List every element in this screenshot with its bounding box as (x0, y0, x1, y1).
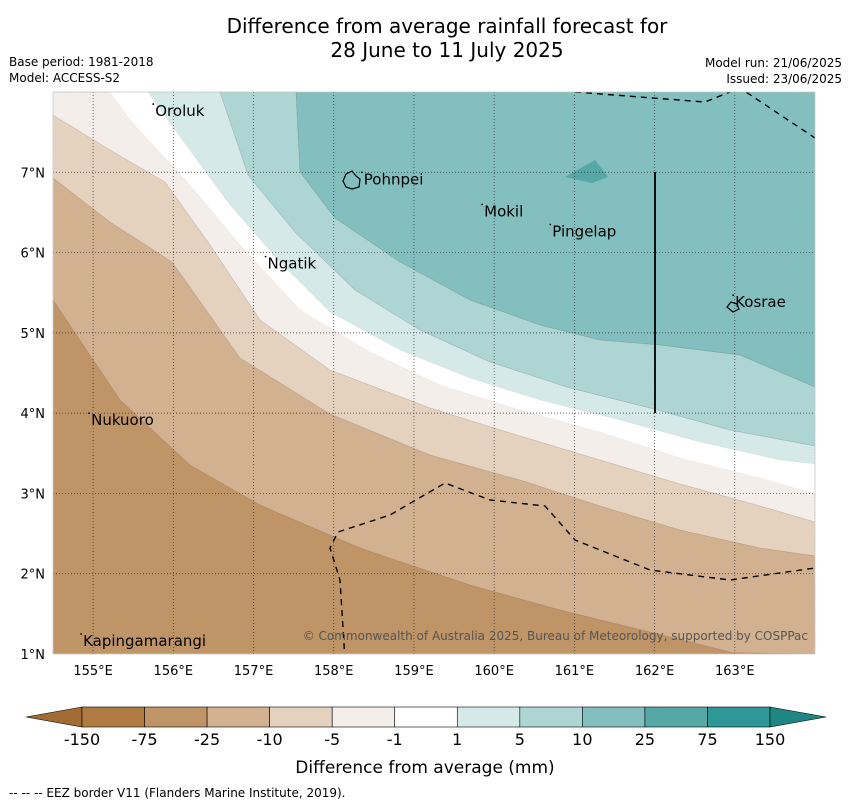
place-label-pohnpei: Pohnpei (364, 170, 424, 188)
lat-tick-label: 3°N (21, 487, 46, 502)
lat-tick-label: 6°N (21, 247, 46, 262)
place-marker (549, 223, 552, 226)
lon-tick-label: 160°E (474, 664, 514, 679)
place-marker (152, 103, 155, 105)
eez-borders (329, 92, 815, 654)
lon-tick-label: 156°E (154, 664, 194, 679)
title-line-1: Difference from average rainfall forecas… (226, 14, 668, 38)
colorbar: -150 -75 -25 -10 -5 -1 1 5 10 25 75 150 (25, 706, 827, 749)
place-marker (88, 412, 90, 415)
band-minus-5 (53, 92, 815, 522)
colorbar-swatch (144, 706, 208, 728)
lon-tick-label: 158°E (314, 664, 354, 679)
colorbar-swatch (206, 706, 270, 728)
longitude-ticks: 155°E 156°E 157°E 158°E 159°E 160°E 161°E 162°E… (73, 664, 754, 679)
place-label-mokil: Mokil (484, 202, 523, 220)
latitude-ticks: 1°N 2°N 3°N 4°N 5°N 6°N 7°N (21, 166, 46, 663)
colorbar-tick-label: 5 (515, 730, 525, 749)
place-label-kosrae: Kosrae (735, 293, 786, 311)
lat-tick-label: 4°N (21, 407, 46, 422)
colorbar-swatch (456, 706, 521, 728)
lat-tick-label: 1°N (21, 648, 46, 663)
copyright-text: © Commonwealth of Australia 2025, Bureau… (303, 629, 808, 643)
band-plus-5 (220, 92, 815, 446)
colorbar-swatch (81, 706, 145, 728)
band-minus-75-lower (53, 300, 815, 654)
place-label-ngatik: Ngatik (268, 255, 317, 273)
lon-tick-label: 159°E (394, 664, 434, 679)
place-marker (732, 294, 735, 297)
title-line-2: 28 June to 11 July 2025 (330, 38, 564, 62)
place-marker (80, 633, 82, 635)
map-plot-area: Oroluk Pohnpei Mokil Pingelap Ngatik Kosrae Nu… (53, 92, 815, 654)
colorbar-swatch (331, 706, 396, 728)
band-minus-1 (110, 92, 815, 494)
colorbar-swatch (519, 706, 583, 728)
colorbar-swatch (644, 706, 708, 728)
colorbar-tick-label: 75 (697, 730, 717, 749)
lat-tick-label: 2°N (21, 568, 46, 583)
band-minus-25 (53, 178, 815, 654)
footer-eez-note: -- -- -- EEZ border V11 (Flanders Marine… (9, 786, 346, 800)
colorbar-tick-label: 1 (452, 730, 462, 749)
colorbar-swatch (707, 706, 771, 728)
colorbar-tick-label: -75 (131, 730, 157, 749)
place-marker (360, 171, 363, 174)
lon-tick-label: 155°E (73, 664, 113, 679)
colorbar-tick-label: -1 (387, 730, 403, 749)
lat-tick-label: 7°N (21, 166, 46, 181)
colorbar-tick-label: 150 (755, 730, 786, 749)
colorbar-tick-label: 25 (635, 730, 655, 749)
colorbar-swatch (582, 706, 646, 728)
colorbar-swatch (269, 706, 333, 728)
lon-tick-label: 161°E (555, 664, 595, 679)
place-marker (264, 255, 267, 258)
lat-tick-label: 5°N (21, 327, 46, 342)
colorbar-tick-label: -25 (194, 730, 220, 749)
colorbar-tick-label: -10 (257, 730, 283, 749)
place-labels: Oroluk Pohnpei Mokil Pingelap Ngatik Kosrae Nu… (80, 102, 786, 650)
lon-tick-label: 157°E (234, 664, 274, 679)
colorbar-swatch (394, 706, 458, 728)
place-marker (481, 203, 484, 206)
model-text: Model: ACCESS-S2 (9, 71, 121, 85)
lon-tick-label: 162°E (635, 664, 675, 679)
colorbar-extend-low (25, 706, 83, 728)
place-label-nukuoro: Nukuoro (91, 411, 154, 429)
issued-text: Issued: 23/06/2025 (726, 72, 842, 86)
colorbar-label: Difference from average (mm) (295, 758, 554, 778)
place-label-pingelap: Pingelap (552, 223, 616, 241)
band-minus-10 (53, 115, 815, 556)
place-label-oroluk: Oroluk (155, 102, 204, 120)
map-frame (52, 91, 816, 655)
base-period-text: Base period: 1981-2018 (9, 55, 154, 69)
lon-tick-label: 163°E (715, 664, 755, 679)
kosrae-outline (726, 301, 740, 313)
band-plus-1 (148, 92, 815, 464)
colorbar-tick-label: -150 (64, 730, 100, 749)
band-plus-25-patch (565, 160, 608, 183)
colorbar-tick-label: -5 (324, 730, 340, 749)
contour-lines (53, 92, 815, 653)
pohnpei-outline (342, 170, 361, 190)
band-plus-10 (296, 92, 815, 387)
place-label-kapingamarangi: Kapingamarangi (83, 632, 206, 650)
model-run-text: Model run: 21/06/2025 (704, 56, 842, 70)
colorbar-extend-high (769, 706, 827, 728)
colorbar-tick-label: 10 (572, 730, 592, 749)
graticule (53, 92, 815, 654)
